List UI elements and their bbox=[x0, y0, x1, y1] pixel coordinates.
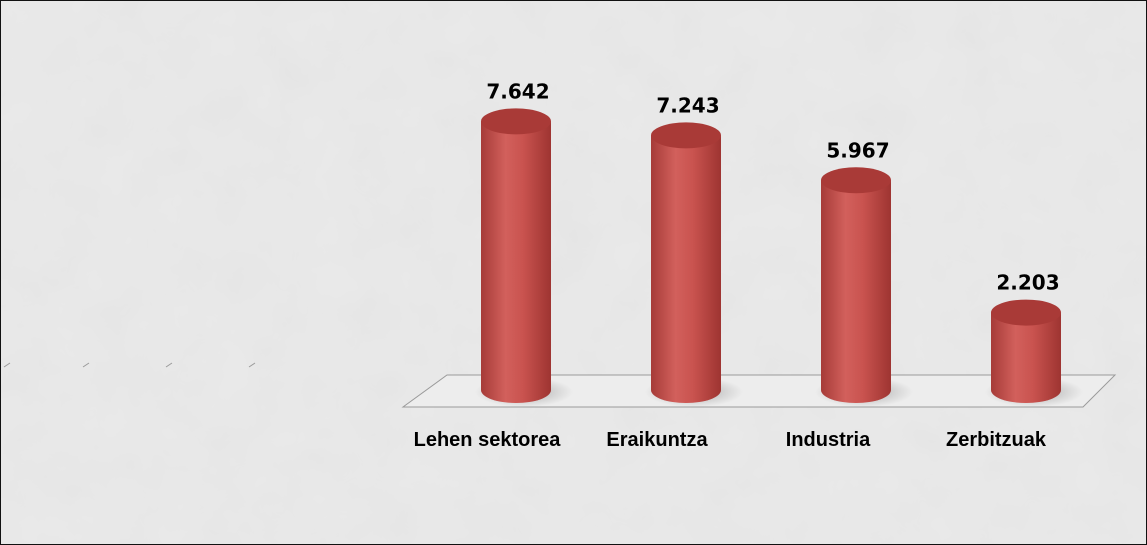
category-labels: Lehen sektorea Eraikuntza Industria Zerbitz… bbox=[414, 429, 1047, 451]
bar-body bbox=[651, 135, 721, 403]
bar-series bbox=[475, 108, 1083, 407]
bar-4 bbox=[985, 299, 1083, 407]
bar-top bbox=[481, 108, 551, 135]
bar-top bbox=[651, 122, 721, 149]
plot-floor bbox=[401, 374, 1117, 408]
left-tick-marks bbox=[3, 362, 256, 368]
value-label-4: 2.203 bbox=[996, 271, 1059, 295]
value-labels: 7.642 7.243 5.967 2.203 bbox=[486, 79, 1059, 294]
bar-body bbox=[991, 312, 1061, 403]
bar-1 bbox=[475, 108, 573, 407]
bar-body bbox=[481, 121, 551, 403]
category-label-4: Zerbitzuak bbox=[946, 429, 1047, 451]
bar-2 bbox=[645, 122, 743, 407]
category-label-2: Eraikuntza bbox=[606, 429, 708, 451]
bar-body bbox=[821, 180, 891, 403]
bar-top bbox=[821, 167, 891, 194]
value-label-2: 7.243 bbox=[656, 93, 719, 117]
value-label-1: 7.642 bbox=[486, 79, 549, 103]
bar-top bbox=[991, 299, 1061, 326]
category-label-3: Industria bbox=[786, 429, 871, 451]
category-label-1: Lehen sektorea bbox=[414, 429, 562, 451]
bar-3 bbox=[815, 167, 913, 407]
value-label-3: 5.967 bbox=[826, 138, 889, 162]
